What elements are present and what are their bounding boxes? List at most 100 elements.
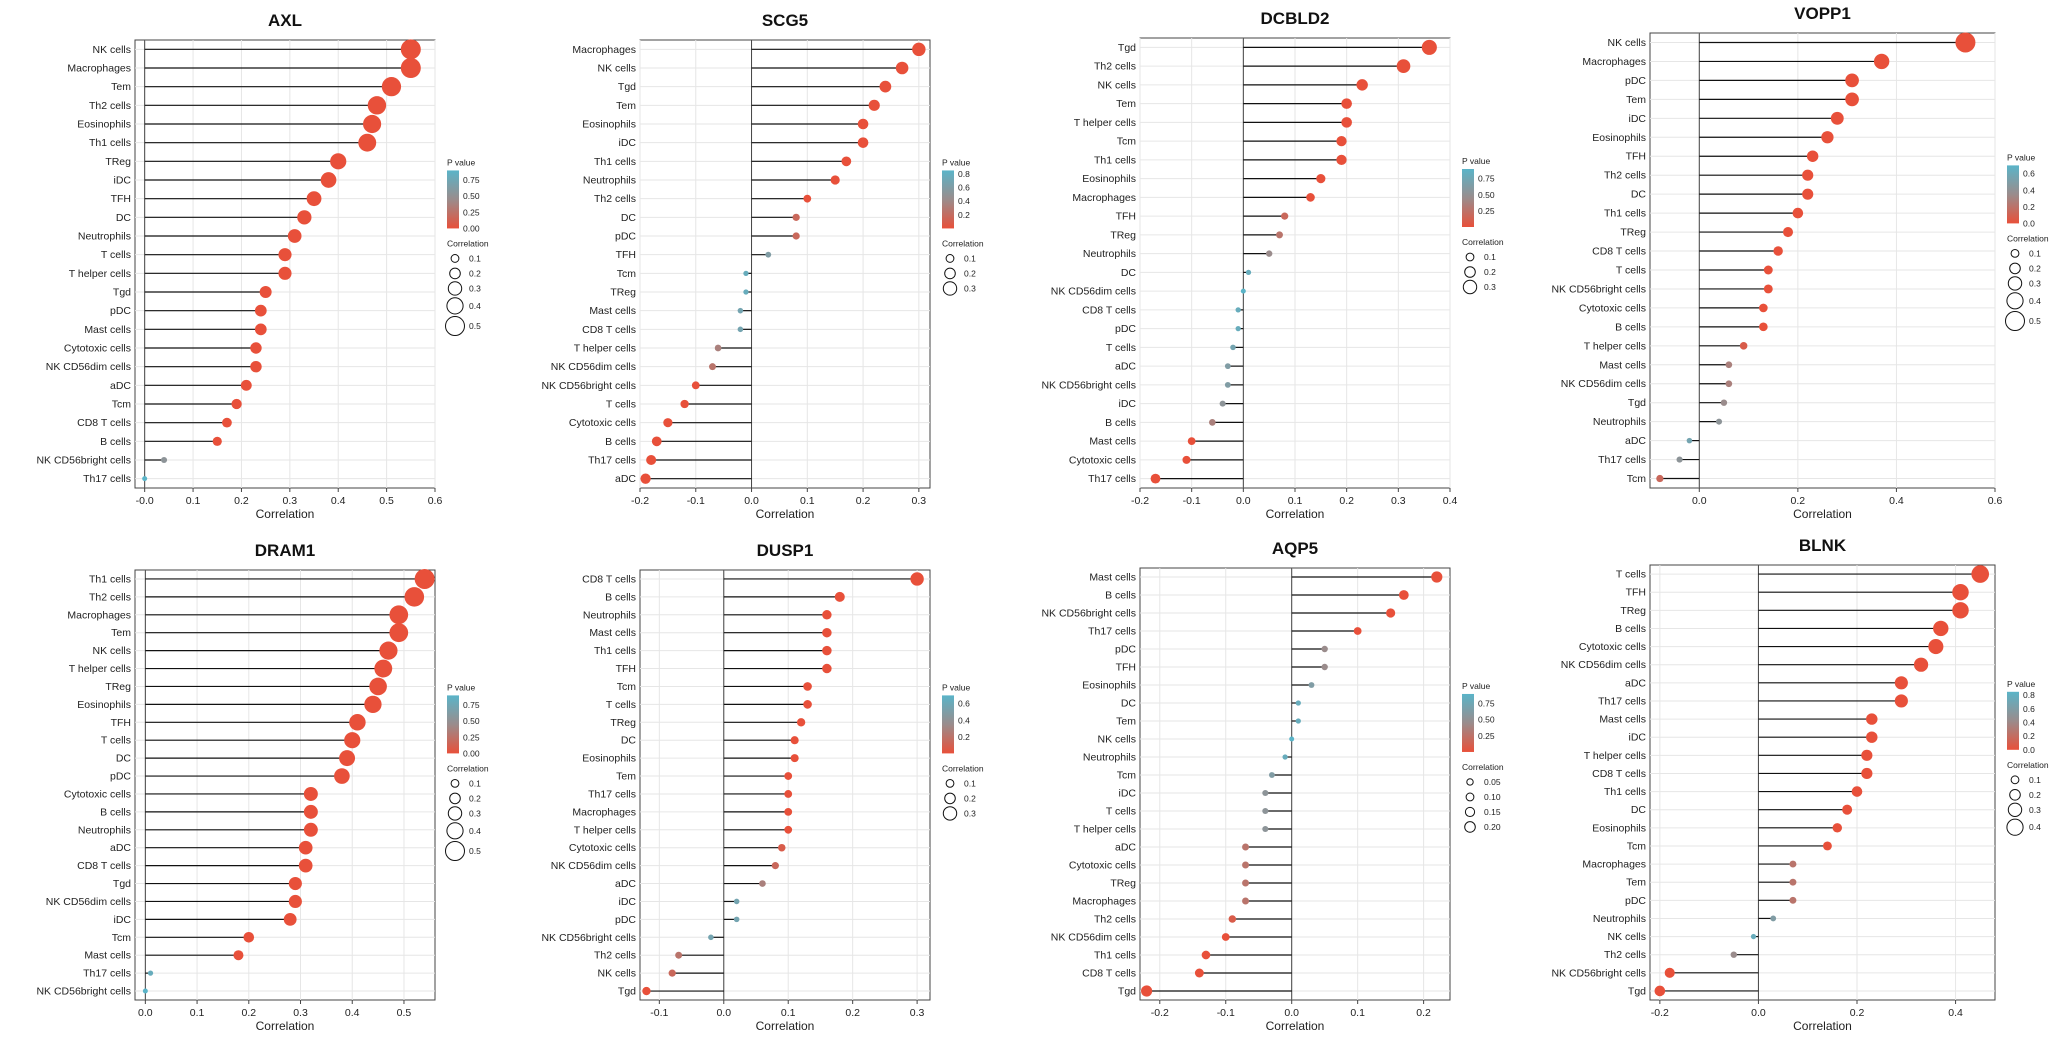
lollipop-point (1686, 437, 1693, 444)
category-label: T helper cells (1074, 117, 1136, 129)
lollipop-point (663, 418, 673, 428)
category-label: Mast cells (1599, 714, 1646, 726)
lollipop-point (642, 986, 651, 996)
colorbar-tick-label: 0.75 (463, 700, 480, 710)
x-tick-label: 0.0 (1284, 1007, 1299, 1019)
lollipop-point (1228, 915, 1237, 923)
colorbar-tick-label: 0.2 (2023, 731, 2035, 741)
lollipop-point (1187, 437, 1196, 446)
lollipop-point (344, 732, 361, 749)
pvalue-legend-title: P value (942, 157, 970, 167)
lollipop-point (680, 399, 689, 409)
lollipop-point (250, 342, 262, 354)
category-label: NK CD56dim cells (1561, 378, 1646, 390)
lollipop-point (1150, 473, 1161, 484)
category-label: Tem (111, 81, 131, 93)
category-label: Macrophages (67, 609, 131, 621)
lollipop-point (743, 270, 749, 276)
category-label: aDC (1115, 842, 1136, 854)
lollipop-point (841, 156, 852, 167)
category-label: TFH (1116, 662, 1136, 674)
lollipop-point (349, 714, 366, 731)
size-legend-label: 0.3 (964, 283, 976, 293)
lollipop-point (708, 934, 714, 941)
colorbar-tick-label: 0.8 (2023, 690, 2035, 700)
category-label: Neutrophils (1083, 248, 1136, 260)
category-label: B cells (1615, 321, 1646, 333)
category-label: Cytotoxic cells (569, 417, 636, 429)
category-label: Macrophages (1072, 896, 1136, 908)
lollipop-point (389, 623, 409, 643)
category-label: DC (116, 753, 132, 765)
lollipop-point (1240, 288, 1246, 294)
size-legend-circle (1462, 279, 1478, 295)
category-label: DC (621, 212, 637, 224)
category-label: NK CD56dim cells (46, 361, 131, 373)
lollipop-point (278, 248, 292, 262)
category-label: CD8 T cells (1082, 968, 1136, 980)
lollipop-point (320, 172, 337, 188)
chart-panel-dusp1: DUSP1 -0.1 0.0 0.1 0.2 0.3 Correlation CD8 T ce… (541, 541, 983, 1033)
lollipop-point (288, 876, 302, 891)
pvalue-colorbar (447, 695, 459, 754)
size-legend-label: 0.20 (1484, 822, 1501, 832)
x-axis-label: Correlation (1793, 507, 1852, 521)
lollipop-point (1894, 676, 1908, 690)
lollipop-point (737, 326, 744, 333)
category-label: Th1 cells (594, 645, 636, 657)
category-label: Th2 cells (1604, 949, 1646, 961)
colorbar-tick-label: 0.6 (958, 182, 970, 192)
category-label: Tem (616, 771, 636, 783)
category-label: DC (1631, 804, 1647, 816)
lollipop-point (1789, 878, 1797, 886)
x-tick-label: -0.1 (1217, 1007, 1235, 1019)
category-label: Tgd (618, 986, 636, 998)
category-label: NK cells (1097, 79, 1136, 91)
size-legend-circle (2010, 249, 2020, 258)
x-tick-label: 0.1 (1288, 495, 1303, 507)
size-legend-label: 0.4 (469, 826, 481, 836)
colorbar-tick-label: 0.2 (2023, 202, 2035, 212)
lollipop-point (160, 456, 168, 464)
colorbar-tick-label: 0.4 (958, 196, 970, 206)
size-legend-label: 0.5 (2029, 316, 2041, 326)
lollipop-point (790, 736, 799, 745)
size-legend-label: 0.3 (964, 808, 976, 818)
lollipop-point (297, 210, 312, 225)
lollipop-point (803, 194, 812, 203)
lollipop-point (288, 894, 302, 909)
lollipop-point (1866, 713, 1878, 725)
lollipop-point (1750, 933, 1757, 940)
category-label: NK cells (92, 645, 131, 657)
lollipop-point (1832, 823, 1843, 833)
category-label: CD8 T cells (77, 417, 131, 429)
lollipop-point (1789, 860, 1797, 868)
lollipop-point (765, 251, 772, 258)
category-label: T cells (101, 249, 131, 261)
category-label: Neutrophils (78, 231, 131, 243)
x-tick-label: 0.0 (138, 1007, 153, 1019)
size-legend-circle (1464, 266, 1476, 278)
category-label: NK CD56dim cells (1051, 286, 1136, 298)
category-label: T cells (101, 735, 131, 747)
category-label: NK CD56dim cells (1051, 932, 1136, 944)
chart-title: DUSP1 (757, 541, 814, 560)
category-label: Th1 cells (1604, 208, 1646, 220)
category-label: Th2 cells (89, 591, 131, 603)
lollipop-point (283, 912, 297, 926)
lollipop-point (278, 266, 292, 280)
lollipop-point (1276, 231, 1283, 239)
size-legend-circle (447, 281, 463, 296)
lollipop-point (1773, 246, 1783, 256)
category-label: Th17 cells (1598, 695, 1646, 707)
category-label: pDC (1115, 323, 1136, 335)
category-label: Eosinophils (582, 119, 636, 131)
category-label: T cells (1616, 569, 1646, 581)
pvalue-colorbar (942, 170, 954, 229)
lollipop-point (231, 398, 242, 410)
size-legend-label: 0.2 (2029, 263, 2041, 273)
lollipop-point (1221, 933, 1230, 941)
category-label: NK CD56dim cells (551, 361, 636, 373)
category-label: pDC (1625, 895, 1646, 907)
category-label: TReg (105, 681, 131, 693)
